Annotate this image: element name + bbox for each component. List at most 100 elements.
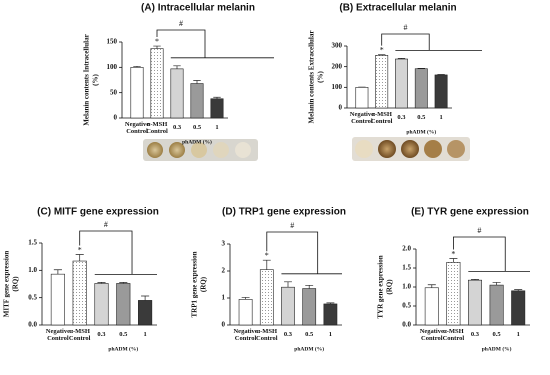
error-bar [326, 302, 335, 304]
bar [424, 287, 439, 326]
y-tick-label: 1.5 [402, 264, 411, 272]
error-bar [492, 282, 501, 286]
y-tick-label: 2.0 [402, 245, 411, 253]
chart-title: (C) MITF gene expression [37, 207, 159, 218]
x-tick-label-box: 1 [143, 331, 147, 338]
y-tick-label: 2 [222, 267, 226, 275]
y-tick-label: 0 [114, 114, 118, 122]
error-bar [97, 282, 106, 284]
x-tick-label: 0.3 [283, 331, 293, 338]
x-tick-label: 0.5 [119, 331, 128, 338]
x-tick-label: 1 [215, 124, 219, 131]
chart-title: (A) Intracellular melanin [141, 3, 255, 14]
bracket [79, 230, 133, 275]
y-axis-label: (RQ) [12, 276, 20, 292]
bar [414, 68, 428, 109]
x-tick-label-box: 0.3 [470, 331, 480, 338]
bar [281, 286, 295, 326]
bar [72, 260, 87, 326]
y-axis-label: Melanin contents Intracellular [83, 34, 91, 125]
x-tick-label-box: 0.3 [283, 331, 293, 338]
bar [323, 303, 338, 326]
panel: (E) TYR gene expression 0.0 0.5 1.0 1.5 2.0 TY… [377, 207, 530, 352]
x-tick-label: 1 [328, 331, 333, 338]
y-axis-label: TRP1 gene expression [191, 251, 199, 317]
x-tick-label-box: 1 [439, 114, 443, 121]
bracket [266, 231, 319, 274]
error-bar [241, 297, 250, 300]
annotation: * [155, 37, 159, 46]
x-tick-label: Negative Control [124, 121, 150, 136]
annotation: # [104, 220, 108, 229]
bar [138, 300, 153, 326]
x-tick-label-box: α-MSH Control [256, 328, 278, 342]
y-axis-label: (RQ) [200, 276, 208, 292]
x-tick-label-box: Negative Control [45, 328, 70, 343]
bar [238, 299, 253, 326]
annotation: # [403, 23, 407, 32]
error-bar [153, 45, 161, 49]
x-tick-label: 1 [439, 114, 443, 121]
y-axis-label: MITF gene expression [3, 251, 11, 318]
x-tick-label: 1 [143, 331, 147, 338]
bar [489, 284, 504, 326]
annotation: * [265, 251, 269, 260]
y-tick-label: 0.0 [402, 321, 411, 329]
y-tick-label: 0.5 [402, 302, 411, 310]
x-tick-label: 0.5 [305, 331, 314, 338]
group-label: phADM (%) [294, 345, 324, 352]
error-bar [378, 54, 386, 56]
x-tick-label-box: Negative Control [233, 328, 258, 343]
error-bar [141, 295, 150, 301]
x-tick-label: 0.3 [97, 331, 106, 338]
y-axis-label: (%) [317, 71, 325, 83]
annotation: # [179, 19, 183, 28]
bar [259, 269, 274, 326]
panel: (D) TRP1 gene expression 0 1 2 3 TRP1 gene ex… [191, 207, 346, 353]
x-tick-label: 0.3 [397, 114, 406, 121]
well-photo [352, 137, 470, 161]
y-tick-label: 1.0 [28, 266, 37, 274]
error-bar [53, 269, 62, 275]
y-tick-label: 100 [107, 63, 118, 71]
x-tick-label-box: 0.5 [305, 331, 314, 338]
annotation: * [451, 249, 455, 258]
x-tick-label-box: 0.5 [193, 124, 201, 131]
bar [50, 273, 65, 326]
y-tick-label: 300 [332, 42, 343, 50]
x-tick-label: Negative Control [45, 328, 70, 343]
x-tick-label: Negative Control [233, 328, 258, 343]
y-tick-label: 100 [332, 83, 343, 91]
y-axis-label: TYR gene expression [377, 255, 385, 318]
bar [355, 87, 369, 109]
x-tick-label: α-MSH Control [146, 121, 168, 136]
error-bar [75, 254, 84, 262]
y-tick-label: 1 [222, 294, 226, 302]
error-bar [397, 58, 406, 60]
x-tick-label: α-MSH Control [370, 111, 393, 126]
x-tick-label-box: α-MSH Control [443, 328, 465, 342]
x-tick-label: 0.3 [172, 124, 182, 131]
annotation: * [78, 245, 82, 254]
x-tick-label-box: α-MSH Control [146, 121, 168, 136]
bar [116, 283, 131, 326]
bar [511, 290, 526, 326]
error-bar [305, 284, 314, 289]
x-tick-label-box: 0.5 [493, 331, 501, 338]
x-tick-label-box: 0.3 [97, 331, 106, 338]
x-tick-label-box: 0.5 [119, 331, 128, 338]
error-bar [449, 258, 458, 263]
x-tick-label: 0.3 [470, 331, 480, 338]
x-tick-label-box: Negative Control [420, 328, 444, 342]
bar [94, 283, 109, 326]
error-bar [284, 281, 292, 288]
bar [395, 58, 408, 109]
bar [210, 98, 224, 119]
x-tick-label-box: 0.3 [397, 114, 406, 121]
y-axis-label: Melanin contents Extracellular [308, 31, 316, 124]
bar [434, 74, 448, 109]
panel: (B) Extracellular melanin 0 100 200 300 Melan… [308, 3, 482, 135]
error-bar [514, 289, 523, 291]
bar [170, 68, 184, 119]
